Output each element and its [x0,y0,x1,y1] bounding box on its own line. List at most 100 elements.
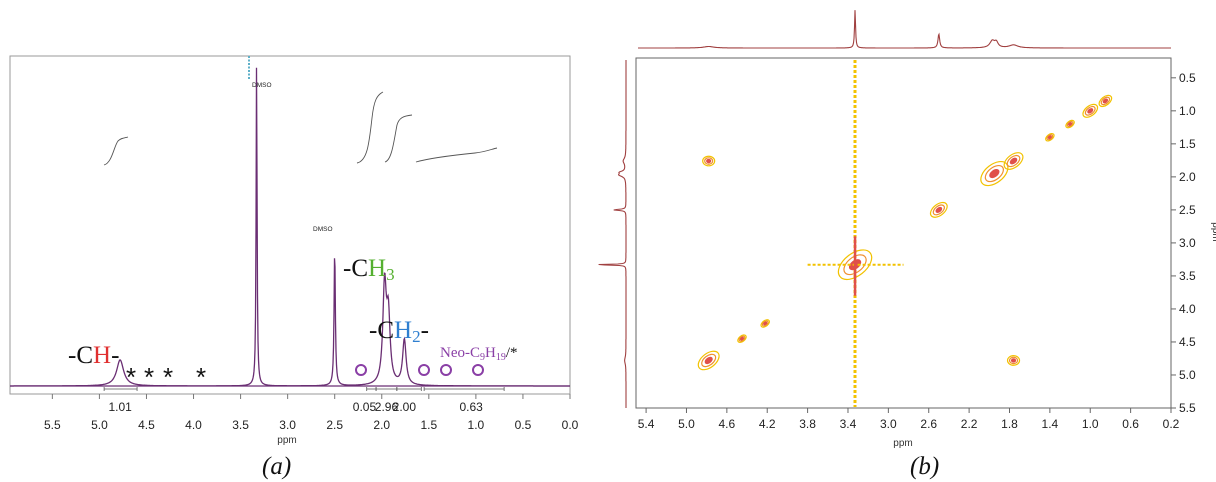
label-ch-suffix: - [111,342,119,369]
contour-ring [1065,119,1075,129]
panel-b-2d-nmr: 5.4 5.0 4.6 4.2 3.8 3.4 3.0 2.6 2.2 1.8 1.4 1.0 0.6 0… [598,10,1216,480]
label-ch-h: H [93,342,111,369]
contour-ring [761,320,769,327]
contour-ring [1102,98,1109,104]
b-top-projection [638,10,1171,49]
contour-ring [702,155,716,167]
a-x-tick-label: 0.0 [562,418,579,432]
cross-peak [1006,355,1021,366]
contour-ring [1006,154,1021,168]
contour-ring [984,164,1004,183]
cross-peak [760,319,770,328]
label-ch2: -CH2- [369,317,429,346]
neo-circle-1 [355,364,367,376]
integral-value: 0.63 [459,400,483,414]
label-neo-sub1: 9 [480,352,485,363]
a-x-tick-label: 1.5 [420,418,437,432]
a-x-tick-label: 0.5 [515,418,532,432]
neo-circle-3 [440,364,452,376]
contour-ring [989,168,1000,179]
contour-ring [935,206,943,213]
asterisk-4: * [196,362,206,392]
contour-ring [1100,96,1111,106]
contour-ring [1082,103,1099,118]
label-ch-prefix: -C [68,342,93,369]
b-x-tick-label: 2.2 [961,417,978,431]
asterisk-3: * [163,362,173,392]
b-y-tick-label: 3.0 [1179,236,1196,250]
a-neo-circles [355,364,484,376]
a-x-axis-label: ppm [277,435,296,446]
contour-ring [1084,105,1096,116]
contour-ring [738,335,746,342]
a-x-tick-label: 1.0 [468,418,485,432]
b-x-tick-label: 0.2 [1163,417,1180,431]
a-annotation-dmso-1: DMSO [252,82,272,89]
a-integrals: 1.01 0.052.962.00 0.63 [103,387,505,414]
panel-b-caption: (b) [910,453,939,480]
contour-ring [1009,157,1018,165]
cross-peak [737,334,747,343]
asterisk-2: * [144,362,154,392]
b-y-tick-label: 2.5 [1179,203,1196,217]
label-ch2-sub: 2 [412,327,421,346]
contour-ring [929,201,948,218]
b-y-tick-label: 4.0 [1179,302,1196,316]
contour-ring [1003,152,1024,170]
cross-peak [697,350,720,371]
a-x-tick-label: 2.0 [373,418,390,432]
contour-ring [737,334,747,343]
b-x-tick-label: 3.8 [799,417,816,431]
a-x-tick-label: 5.0 [91,418,108,432]
a-annotation-dmso-2: DMSO [313,226,333,233]
a-x-tick-label: 5.5 [44,418,61,432]
b-x-tick-label: 0.6 [1122,417,1139,431]
integral-trace-ch [103,136,129,166]
b-x-tick-label: 1.0 [1082,417,1099,431]
plot-area-a [9,55,571,395]
a-x-tick-label: 4.5 [138,418,155,432]
label-ch2-suffix: - [421,317,429,344]
contour-ring [837,249,873,281]
b-x-tick-label: 1.8 [1001,417,1018,431]
contour-ring [701,353,717,368]
contour-ring [1068,122,1073,126]
cross-peak [1082,103,1099,118]
contour-ring [760,319,770,328]
integral-value: 2.00 [393,400,417,414]
integral-trace-ch3 [356,91,384,164]
cross-peak [702,155,716,167]
b-x-tick-label: 3.4 [840,417,857,431]
a-x-tick-label: 3.5 [232,418,249,432]
label-ch2-h: H [394,317,412,344]
plot-area-b [635,57,1172,409]
contour-ring [1046,134,1054,141]
b-y-tick-label: 1.0 [1179,104,1196,118]
label-ch3-h: H [368,255,386,282]
b-x-tick-label: 4.6 [719,417,736,431]
b-y-tick-label: 3.5 [1179,269,1196,283]
b-y-tick-label: 2.0 [1179,170,1196,184]
b-y-tick-label: 5.0 [1179,368,1196,382]
contour-ring [740,336,744,341]
label-neo-sub2: 19 [496,352,506,363]
a-asterisks: * * * * [126,362,206,392]
b-x-tick-label: 5.0 [678,417,695,431]
label-ch3-prefix: -C [343,255,368,282]
contour-ring [1008,356,1019,365]
cross-peak [980,160,1009,187]
contour-ring [704,157,714,165]
b-y-tick-label: 4.5 [1179,335,1196,349]
cross-peak [929,201,948,218]
b-x-tick-label: 1.4 [1042,417,1059,431]
b-x-tick-label: 4.2 [759,417,776,431]
b-x-ticks: 5.4 5.0 4.6 4.2 3.8 3.4 3.0 2.6 2.2 1.8 1.4 1.0 0.6 0… [638,408,1180,431]
contour-ring [1066,120,1074,128]
cross-peak [1098,94,1113,108]
b-x-tick-label: 3.0 [880,417,897,431]
a-spectrum-line [10,67,570,387]
label-neo-h: H [485,345,496,361]
integral-trace-ch2b [415,147,498,163]
asterisk-1: * [126,362,136,392]
